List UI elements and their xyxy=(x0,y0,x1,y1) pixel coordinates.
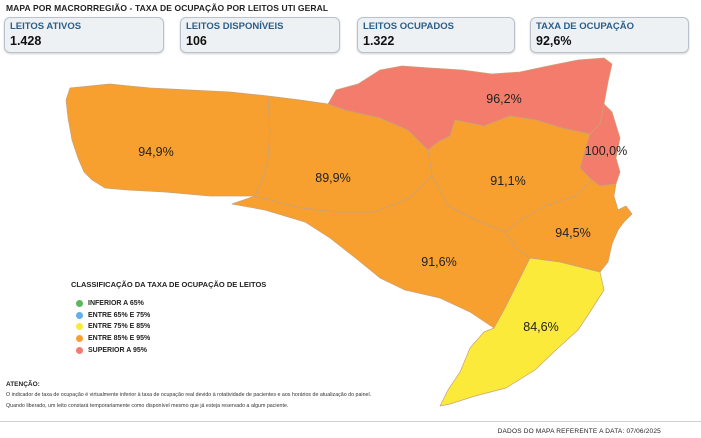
legend-item: SUPERIOR A 95% xyxy=(76,344,150,356)
page-title: MAPA POR MACRORREGIÃO - TAXA DE OCUPAÇÃO… xyxy=(6,3,329,13)
region-extremo-oeste[interactable] xyxy=(65,83,271,197)
legend-item: ENTRE 65% E 75% xyxy=(76,310,150,322)
kpi-value: 1.322 xyxy=(363,34,395,48)
kpi-value: 92,6% xyxy=(536,34,572,48)
region-label-nordeste: 100,0% xyxy=(585,144,627,158)
note-line-1: O indicador de taxa de ocupação é virtua… xyxy=(6,392,372,398)
legend-dot-icon xyxy=(76,335,83,343)
kpi-label: LEITOS ATIVOS xyxy=(10,21,82,32)
region-label-planalto-norte: 96,2% xyxy=(486,92,521,106)
kpi-label: TAXA DE OCUPAÇÃO xyxy=(536,21,634,32)
legend-item: ENTRE 85% E 95% xyxy=(76,333,150,345)
kpi-label: LEITOS OCUPADOS xyxy=(363,21,454,32)
region-label-extremo-oeste: 94,9% xyxy=(138,145,173,159)
kpi-leitos-disponiveis: LEITOS DISPONÍVEIS 106 xyxy=(180,17,340,53)
region-label-vale-itajai: 91,1% xyxy=(490,174,525,188)
legend-label: INFERIOR A 65% xyxy=(88,300,144,308)
legend-label: SUPERIOR A 95% xyxy=(88,346,147,354)
legend-dot-icon xyxy=(76,311,83,319)
region-grande-florianopolis[interactable] xyxy=(504,179,633,273)
region-nordeste[interactable] xyxy=(579,103,621,187)
region-label-meio-oeste: 89,9% xyxy=(315,171,350,185)
legend-item: ENTRE 75% E 85% xyxy=(76,321,150,333)
legend-label: ENTRE 65% E 75% xyxy=(88,311,151,319)
note-title: ATENÇÃO: xyxy=(6,381,40,388)
kpi-taxa-ocupacao: TAXA DE OCUPAÇÃO 92,6% xyxy=(530,17,689,53)
legend-dot-icon xyxy=(76,323,83,331)
legend-dot-icon xyxy=(76,300,83,308)
kpi-value: 106 xyxy=(186,34,207,48)
region-sul[interactable] xyxy=(439,257,605,407)
legend-dot-icon xyxy=(76,346,83,354)
footer-divider xyxy=(0,421,701,422)
kpi-leitos-ocupados: LEITOS OCUPADOS 1.322 xyxy=(357,17,515,53)
legend-label: ENTRE 75% E 85% xyxy=(88,323,151,331)
region-label-grande-florianopolis: 94,5% xyxy=(555,226,590,240)
region-label-serra: 91,6% xyxy=(421,255,456,269)
region-label-sul: 84,6% xyxy=(523,320,558,334)
legend-label: ENTRE 85% E 95% xyxy=(88,335,151,343)
footer-date: DADOS DO MAPA REFERENTE A DATA: 07/06/20… xyxy=(497,428,661,435)
legend-title: CLASSIFICAÇÃO DA TAXA DE OCUPAÇÃO DE LEI… xyxy=(71,280,267,289)
kpi-leitos-ativos: LEITOS ATIVOS 1.428 xyxy=(4,17,164,53)
legend-item: INFERIOR A 65% xyxy=(76,298,150,310)
note-line-2: Quando liberado, um leito constará tempo… xyxy=(6,403,289,409)
kpi-value: 1.428 xyxy=(10,34,42,48)
legend: INFERIOR A 65% ENTRE 65% E 75% ENTRE 75%… xyxy=(76,298,150,356)
kpi-label: LEITOS DISPONÍVEIS xyxy=(186,21,284,32)
